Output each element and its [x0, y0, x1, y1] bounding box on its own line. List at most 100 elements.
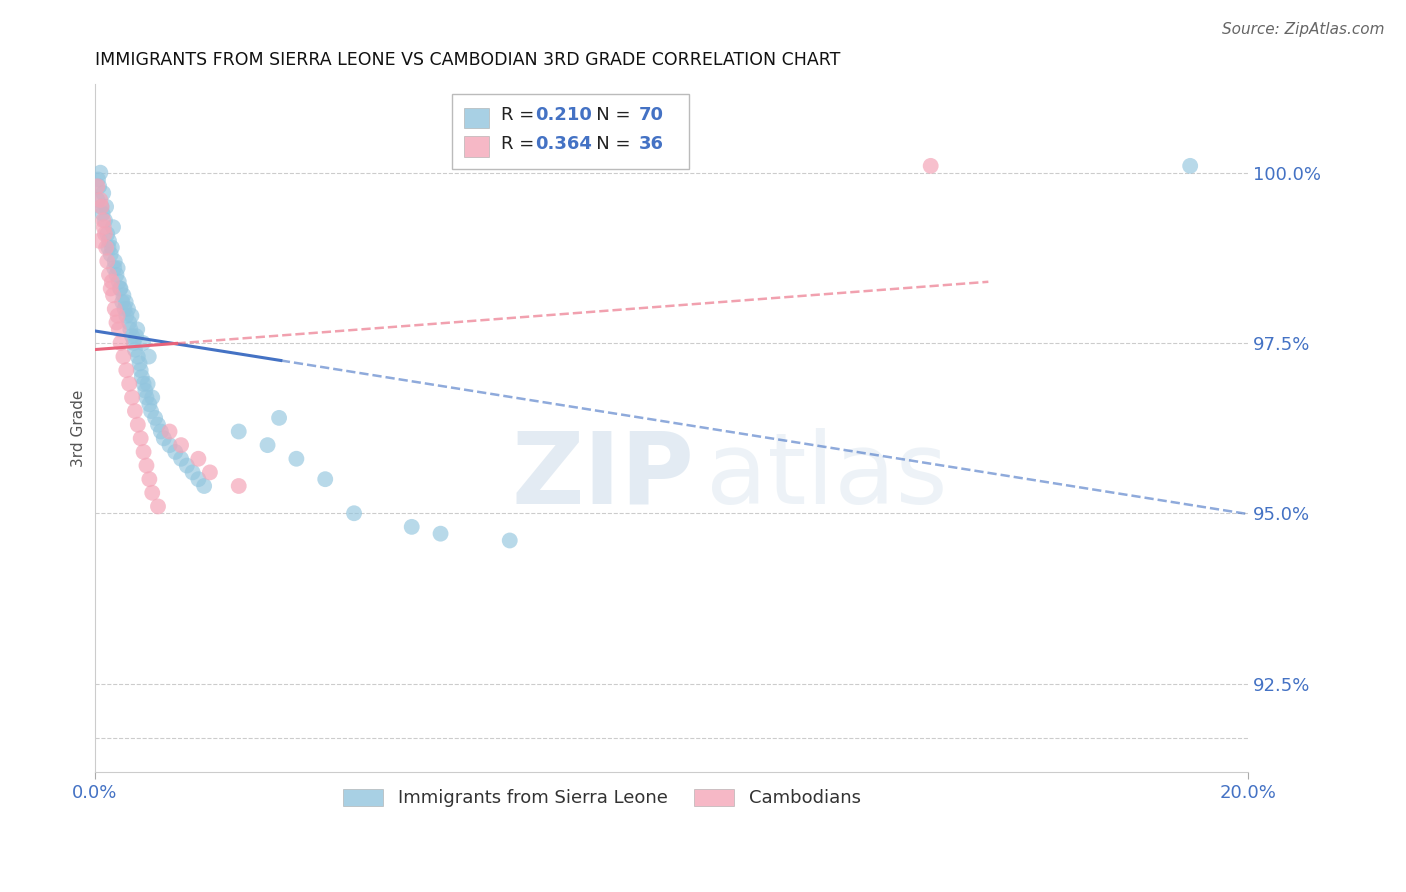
Point	[89, 179, 111, 194]
Point	[110, 281, 132, 295]
Point	[100, 247, 122, 261]
Point	[90, 200, 112, 214]
Text: Source: ZipAtlas.com: Source: ZipAtlas.com	[1222, 22, 1385, 37]
Point	[193, 479, 215, 493]
Point	[90, 200, 112, 214]
Point	[165, 445, 187, 459]
Point	[110, 335, 132, 350]
Point	[94, 213, 117, 227]
Point	[176, 458, 198, 473]
FancyBboxPatch shape	[453, 95, 689, 169]
Point	[96, 254, 118, 268]
Point	[115, 309, 138, 323]
Point	[146, 417, 169, 432]
Point	[107, 309, 129, 323]
Point	[97, 241, 120, 255]
Point	[101, 220, 124, 235]
Point	[103, 260, 125, 275]
Point	[91, 213, 114, 227]
Point	[138, 350, 160, 364]
Point	[170, 451, 193, 466]
Point	[121, 391, 143, 405]
Point	[127, 322, 149, 336]
Point	[104, 254, 127, 268]
Point	[127, 350, 149, 364]
Point	[256, 438, 278, 452]
Point	[114, 295, 136, 310]
Point	[135, 391, 157, 405]
Point	[124, 343, 146, 357]
Legend: Immigrants from Sierra Leone, Cambodians: Immigrants from Sierra Leone, Cambodians	[336, 781, 868, 814]
Point	[125, 329, 148, 343]
Point	[122, 335, 145, 350]
Point	[128, 356, 150, 370]
Point	[115, 363, 138, 377]
Point	[121, 329, 143, 343]
Point	[94, 227, 117, 241]
Text: R =: R =	[501, 106, 540, 124]
Point	[143, 410, 166, 425]
Point	[920, 159, 942, 173]
Point	[89, 234, 111, 248]
Point	[134, 384, 156, 398]
Point	[132, 376, 155, 391]
Point	[401, 520, 423, 534]
Point	[198, 466, 221, 480]
Point	[181, 466, 204, 480]
Point	[101, 275, 124, 289]
Point	[111, 295, 134, 310]
Bar	[464, 136, 489, 157]
Point	[429, 526, 451, 541]
Point	[1178, 159, 1201, 173]
Point	[94, 200, 117, 214]
Point	[285, 451, 308, 466]
Point	[86, 193, 108, 207]
Point	[89, 166, 111, 180]
Point	[87, 172, 110, 186]
Point	[136, 376, 159, 391]
Point	[343, 506, 366, 520]
Point	[107, 260, 129, 275]
Point	[120, 322, 142, 336]
Point	[129, 431, 152, 445]
Point	[105, 316, 128, 330]
Point	[91, 186, 114, 200]
Text: 70: 70	[638, 106, 664, 124]
Point	[117, 301, 139, 316]
Point	[131, 370, 153, 384]
Point	[94, 241, 117, 255]
Y-axis label: 3rd Grade: 3rd Grade	[72, 390, 86, 467]
Point	[112, 288, 135, 302]
Point	[91, 206, 114, 220]
Point	[98, 268, 121, 282]
Point	[314, 472, 336, 486]
Point	[107, 275, 129, 289]
Point	[159, 425, 181, 439]
Point	[499, 533, 522, 548]
Point	[127, 417, 149, 432]
Point	[100, 281, 122, 295]
Point	[93, 220, 115, 235]
Text: atlas: atlas	[706, 428, 948, 524]
Point	[187, 451, 209, 466]
Point	[135, 458, 157, 473]
Point	[159, 438, 181, 452]
Point	[170, 438, 193, 452]
Point	[101, 241, 124, 255]
Text: N =: N =	[579, 135, 636, 153]
Point	[89, 193, 111, 207]
Point	[104, 301, 127, 316]
Text: N =: N =	[579, 106, 636, 124]
Text: 0.210: 0.210	[536, 106, 592, 124]
Text: 36: 36	[638, 135, 664, 153]
Point	[121, 309, 143, 323]
Point	[228, 479, 250, 493]
Bar	[464, 108, 489, 128]
Point	[86, 179, 108, 194]
Point	[141, 391, 163, 405]
Point	[129, 363, 152, 377]
Point	[269, 410, 291, 425]
Point	[114, 301, 136, 316]
Point	[228, 425, 250, 439]
Text: 0.364: 0.364	[536, 135, 592, 153]
